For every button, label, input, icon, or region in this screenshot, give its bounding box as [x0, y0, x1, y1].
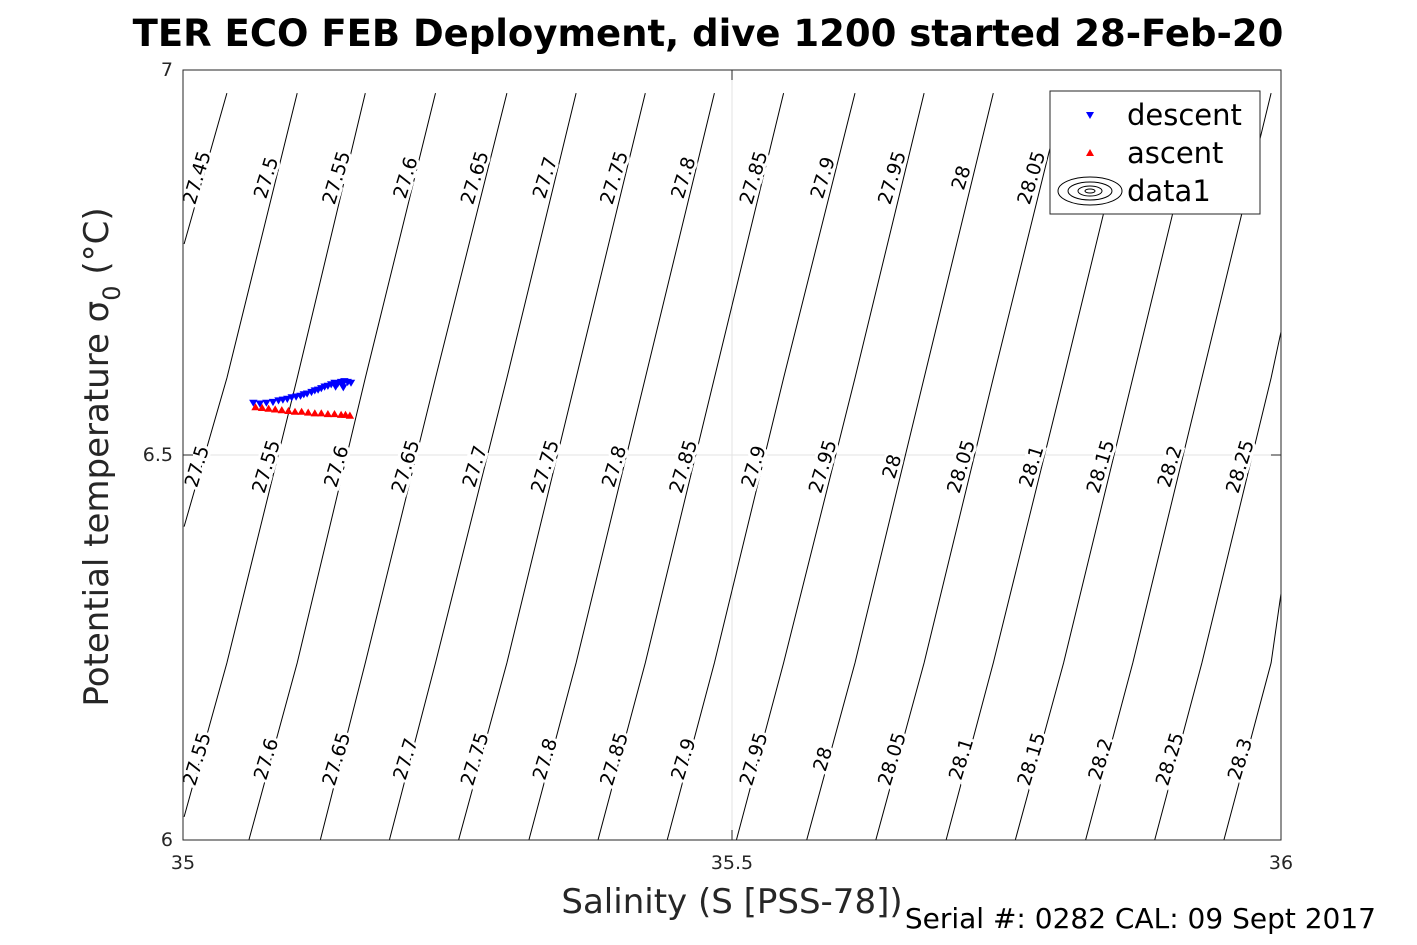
chart-legend: descent ascent data1	[1049, 90, 1261, 215]
legend-box	[1049, 90, 1261, 215]
ascent-marker	[271, 405, 280, 413]
density-contour-28	[806, 92, 994, 841]
data-series	[249, 378, 356, 419]
y-tick-label: 6.5	[143, 444, 173, 466]
y-tick-label: 7	[161, 59, 173, 81]
density-contour-27.85	[597, 92, 785, 841]
density-contour-27.45	[183, 92, 228, 245]
ascent-marker	[264, 404, 273, 412]
legend-contour-icon	[1084, 188, 1096, 194]
x-tick-label: 36	[1269, 852, 1293, 874]
density-contour-28.1	[945, 92, 1134, 841]
density-contour-27.5	[183, 92, 298, 527]
ascent-marker	[323, 410, 333, 418]
density-contour-27.8	[528, 92, 715, 841]
density-contour-27.6	[248, 92, 436, 841]
density-contour-27.7	[388, 92, 577, 841]
density-contour-28.05	[875, 92, 1065, 841]
x-tick-label: 35.5	[711, 852, 753, 874]
ascent-marker	[310, 409, 319, 417]
density-contour-27.75	[458, 92, 646, 841]
ascent-marker	[257, 403, 267, 411]
descent-marker	[255, 400, 265, 408]
density-contours	[183, 92, 1282, 841]
ascent-marker	[251, 403, 260, 411]
density-contour-28.15	[1014, 92, 1203, 841]
density-contour-27.9	[666, 92, 856, 841]
ascent-marker	[297, 407, 306, 415]
density-contour-28.25	[1154, 331, 1282, 841]
legend-ascent-icon	[1086, 149, 1094, 156]
x-tick-label: 35	[171, 852, 195, 874]
ascent-marker	[345, 411, 355, 419]
serial-calibration-footer: Serial #: 0282 CAL: 09 Sept 2017	[905, 902, 1376, 935]
y-axis-ticks: 66.57	[143, 59, 1281, 851]
legend-label: data1	[1127, 174, 1211, 208]
descent-marker	[249, 399, 258, 407]
descent-marker	[346, 379, 356, 387]
y-axis-label: Potential temperature σ0 (°C)	[77, 207, 126, 706]
y-axis-label-main: Potential temperature σ	[77, 301, 117, 707]
descent-marker	[331, 383, 340, 391]
chart-title: TER ECO FEB Deployment, dive 1200 starte…	[133, 12, 1284, 55]
ascent-marker	[304, 408, 313, 416]
legend-contour-icon	[1077, 185, 1103, 197]
y-axis-label-subscript: 0	[98, 285, 126, 300]
descent-marker	[339, 384, 348, 392]
legend-contour-icon	[1057, 176, 1123, 206]
descent-marker	[283, 395, 292, 403]
density-contour-27.95	[735, 92, 925, 841]
descent-marker	[302, 390, 312, 398]
x-axis-label: Salinity (S [PSS-78])	[561, 882, 902, 922]
ascent-marker	[277, 406, 286, 414]
ascent-marker	[317, 409, 326, 417]
density-contour-28.2	[1085, 92, 1272, 841]
x-axis-ticks: 35 35.5 36	[171, 70, 1293, 874]
ascent-marker	[290, 407, 300, 415]
descent-marker	[262, 399, 271, 407]
y-tick-label: 6	[161, 829, 173, 851]
legend-descent-icon	[1086, 112, 1094, 119]
density-contour-28.3	[1223, 593, 1282, 841]
legend-label: descent	[1127, 98, 1242, 132]
ascent-marker	[330, 410, 339, 418]
legend-contour-icon	[1067, 181, 1113, 201]
descent-marker	[268, 398, 278, 407]
y-axis-label-unit: (°C)	[77, 207, 117, 285]
density-contour-27.55	[183, 92, 366, 818]
ascent-marker	[284, 406, 293, 414]
legend-label: ascent	[1127, 136, 1223, 170]
density-contour-27.65	[319, 92, 508, 841]
